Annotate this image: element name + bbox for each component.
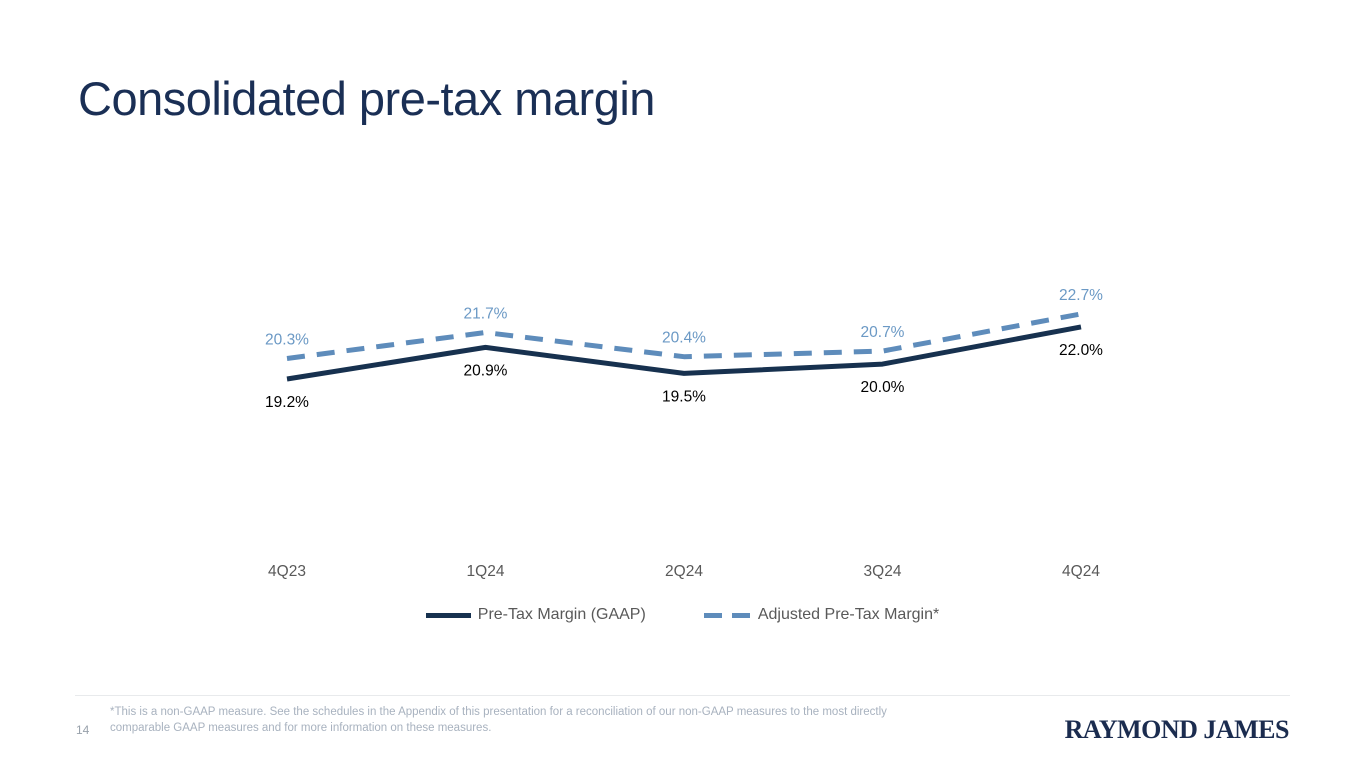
data-label: 22.0% [1059,342,1103,359]
page-number: 14 [76,723,90,737]
footnote-line-1: *This is a non-GAAP measure. See the sch… [110,706,887,718]
adjusted-margin-line [286,311,1082,361]
legend-label-adjusted: Adjusted Pre-Tax Margin* [757,606,940,623]
footnote-line-2: comparable GAAP measures and for more in… [110,722,492,734]
slide-title: Consolidated pre-tax margin [78,72,655,125]
gaap-margin-line [286,324,1082,382]
raymond-james-logo: RAYMOND JAMES [1064,715,1290,744]
data-label: 21.7% [464,306,508,323]
data-label: 20.3% [265,332,309,349]
data-label: 20.9% [464,362,508,379]
adjusted-line-swatch [703,612,750,618]
data-label: 22.7% [1059,287,1103,304]
data-label: 19.5% [662,388,706,405]
x-axis-label: 4Q24 [1062,563,1100,580]
legend-item-adjusted: Adjusted Pre-Tax Margin* [703,606,940,624]
dash-segment [731,612,750,618]
data-label: 20.7% [861,324,905,341]
data-label: 20.4% [662,330,706,347]
footer-divider [75,695,1290,696]
data-label: 19.2% [265,394,309,411]
legend-label-gaap: Pre-Tax Margin (GAAP) [477,606,646,623]
data-label: 20.0% [861,379,905,396]
gaap-line-swatch [425,612,471,618]
x-axis-label: 4Q23 [268,563,306,580]
x-axis-label: 3Q24 [864,563,902,580]
footnote: *This is a non-GAAP measure. See the sch… [110,704,887,736]
legend-item-gaap: Pre-Tax Margin (GAAP) [425,606,646,624]
x-axis-label: 2Q24 [665,563,703,580]
dash-segment [703,612,722,618]
x-axis-label: 1Q24 [467,563,505,580]
chart-legend: Pre-Tax Margin (GAAP) Adjusted Pre-Tax M… [0,606,1365,624]
